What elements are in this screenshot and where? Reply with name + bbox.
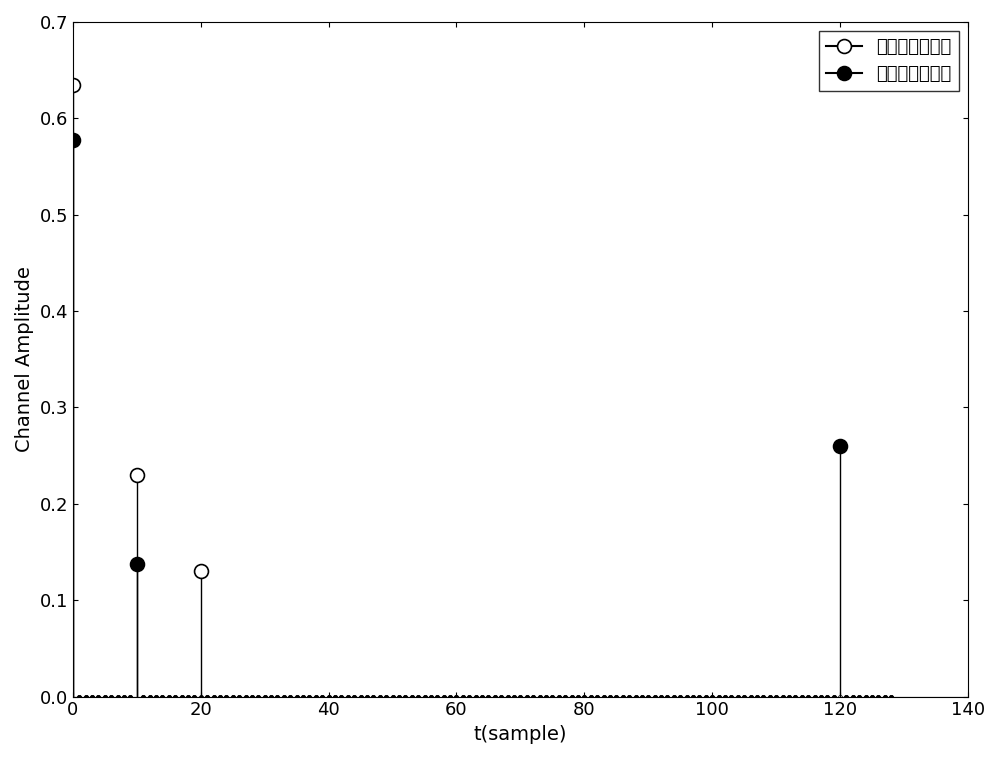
X-axis label: t(sample): t(sample) — [474, 725, 567, 744]
Y-axis label: Channel Amplitude: Channel Amplitude — [15, 266, 34, 452]
Legend: 第一径为最强径, 第二径为最强径: 第一径为最强径, 第二径为最强径 — [819, 31, 959, 90]
